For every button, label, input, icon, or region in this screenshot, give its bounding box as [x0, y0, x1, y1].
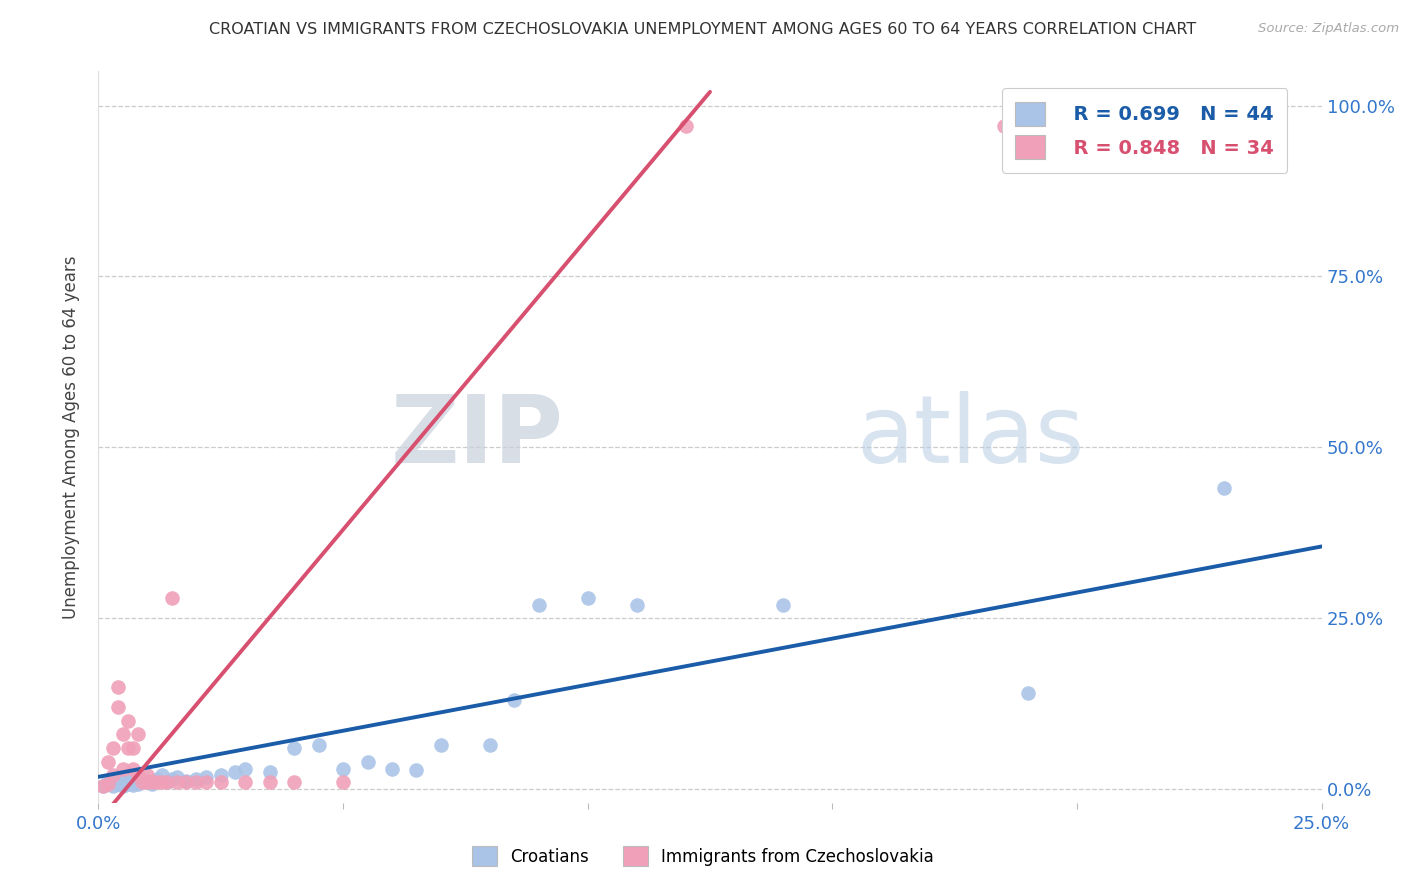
Point — [141, 777, 163, 791]
Point — [430, 738, 453, 752]
Point — [772, 598, 794, 612]
Point — [283, 741, 305, 756]
Point — [156, 775, 179, 789]
Point — [195, 775, 218, 789]
Point — [186, 772, 208, 786]
Point — [233, 762, 256, 776]
Point — [1017, 686, 1039, 700]
Point — [156, 775, 179, 789]
Point — [993, 119, 1015, 133]
Point — [91, 779, 114, 793]
Point — [121, 741, 143, 756]
Point — [101, 768, 124, 782]
Point — [117, 741, 139, 756]
Point — [97, 777, 120, 791]
Point — [136, 768, 159, 782]
Point — [117, 714, 139, 728]
Point — [136, 775, 159, 789]
Point — [150, 775, 173, 789]
Text: Source: ZipAtlas.com: Source: ZipAtlas.com — [1258, 22, 1399, 36]
Point — [150, 768, 173, 782]
Point — [111, 775, 134, 789]
Point — [356, 755, 378, 769]
Point — [127, 727, 149, 741]
Point — [141, 775, 163, 789]
Legend:   R = 0.699   N = 44,   R = 0.848   N = 34: R = 0.699 N = 44, R = 0.848 N = 34 — [1001, 88, 1288, 173]
Point — [101, 775, 124, 789]
Y-axis label: Unemployment Among Ages 60 to 64 years: Unemployment Among Ages 60 to 64 years — [62, 255, 80, 619]
Point — [176, 773, 198, 788]
Point — [91, 779, 114, 793]
Point — [111, 762, 134, 776]
Point — [259, 775, 281, 789]
Point — [97, 773, 120, 788]
Point — [166, 770, 188, 784]
Point — [1212, 481, 1234, 495]
Point — [131, 775, 153, 789]
Point — [107, 772, 129, 786]
Point — [121, 762, 143, 776]
Legend: Croatians, Immigrants from Czechoslovakia: Croatians, Immigrants from Czechoslovaki… — [464, 838, 942, 875]
Point — [111, 727, 134, 741]
Point — [626, 598, 648, 612]
Text: CROATIAN VS IMMIGRANTS FROM CZECHOSLOVAKIA UNEMPLOYMENT AMONG AGES 60 TO 64 YEAR: CROATIAN VS IMMIGRANTS FROM CZECHOSLOVAK… — [209, 22, 1197, 37]
Text: ZIP: ZIP — [391, 391, 564, 483]
Point — [332, 775, 354, 789]
Point — [101, 741, 124, 756]
Point — [224, 765, 246, 780]
Text: atlas: atlas — [856, 391, 1085, 483]
Point — [160, 591, 183, 605]
Point — [405, 763, 427, 777]
Point — [121, 778, 143, 792]
Point — [136, 773, 159, 788]
Point — [146, 772, 169, 786]
Point — [97, 755, 120, 769]
Point — [111, 779, 134, 793]
Point — [332, 762, 354, 776]
Point — [233, 775, 256, 789]
Point — [381, 762, 404, 776]
Point — [97, 777, 120, 791]
Point — [101, 779, 124, 793]
Point — [117, 777, 139, 791]
Point — [503, 693, 526, 707]
Point — [308, 738, 330, 752]
Point — [675, 119, 697, 133]
Point — [209, 768, 232, 782]
Point — [127, 777, 149, 791]
Point — [127, 768, 149, 782]
Point — [166, 775, 188, 789]
Point — [131, 775, 153, 789]
Point — [146, 775, 169, 789]
Point — [117, 773, 139, 788]
Point — [478, 738, 501, 752]
Point — [107, 700, 129, 714]
Point — [186, 775, 208, 789]
Point — [160, 772, 183, 786]
Point — [283, 775, 305, 789]
Point — [576, 591, 599, 605]
Point — [209, 775, 232, 789]
Point — [121, 772, 143, 786]
Point — [107, 680, 129, 694]
Point — [195, 770, 218, 784]
Point — [176, 775, 198, 789]
Point — [259, 765, 281, 780]
Point — [527, 598, 550, 612]
Point — [107, 777, 129, 791]
